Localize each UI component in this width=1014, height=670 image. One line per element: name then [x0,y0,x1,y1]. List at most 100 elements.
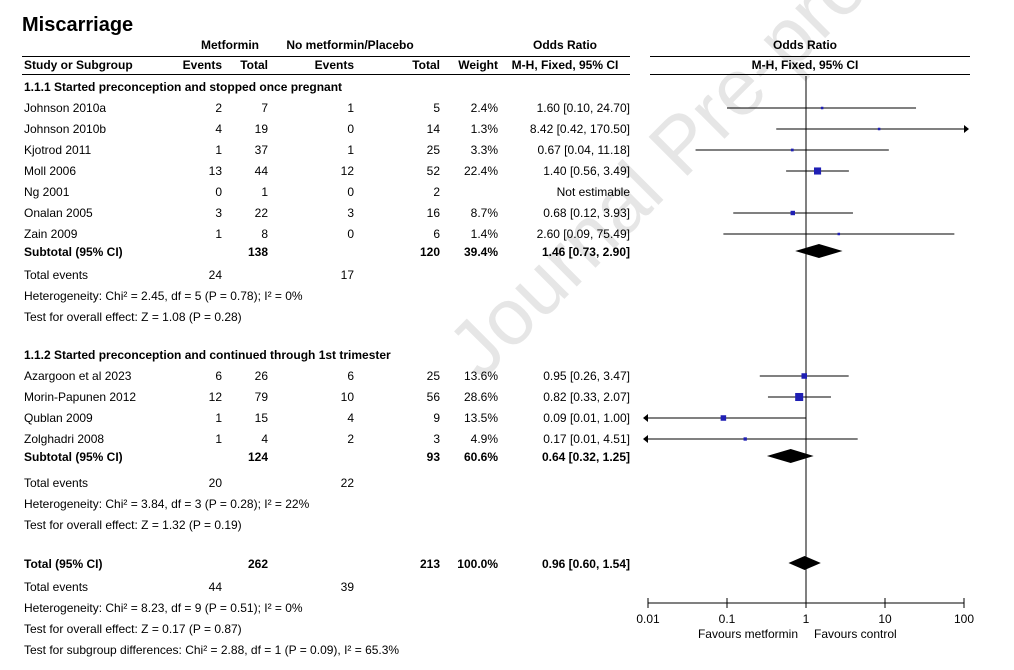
events-control: 2 [347,432,354,446]
study-label: Azargoon et al 2023 [24,369,132,383]
weight: 4.9% [470,432,498,446]
x-tick-label: 0.01 [636,612,660,626]
study-point [877,127,881,131]
events-control: 0 [347,122,354,136]
header-total2: Total [412,58,440,72]
total-control: 9 [433,411,440,425]
weight: 2.4% [470,101,498,115]
header-events2: Events [314,58,354,72]
note-label: Test for subgroup differences: Chi² = 2.… [24,643,400,657]
events-control: 1 [347,101,354,115]
total-metformin: 262 [247,557,268,571]
events-control: 17 [340,268,354,282]
weight: 60.6% [463,450,498,464]
header-events1: Events [182,58,222,72]
events-control: 0 [347,227,354,241]
subgroup-label: 1.1.2 Started preconception and continue… [24,348,391,362]
total-control: 5 [433,101,440,115]
study-label: Johnson 2010b [24,122,107,136]
odds-ratio-ci: 0.17 [0.01, 4.51] [543,432,630,446]
total-control: 120 [419,245,440,259]
total-metformin: 8 [261,227,268,241]
study-point [790,148,794,152]
events-metformin: 1 [215,227,222,241]
ci-arrow-left [643,414,648,422]
total-control: 25 [426,369,440,383]
summary-diamond [788,556,821,570]
header-group1: Metformin [201,38,259,52]
study-label: Zain 2009 [24,227,78,241]
header-or-label: Odds Ratio [532,38,597,52]
events-metformin: 1 [215,143,222,157]
total-control: 6 [433,227,440,241]
note-label: Heterogeneity: Chi² = 2.45, df = 5 (P = … [24,289,303,303]
events-control: 39 [340,580,354,594]
study-point [837,232,841,236]
header-weight: Weight [458,58,498,72]
x-tick-label: 100 [954,612,974,626]
x-tick-label: 0.1 [719,612,736,626]
weight: 1.3% [470,122,498,136]
events-metformin: 2 [215,101,222,115]
study-point [801,373,808,379]
weight: 1.4% [470,227,498,241]
total-control: 25 [426,143,440,157]
subgroup-label: 1.1.1 Started preconception and stopped … [24,80,343,94]
subtotal-label: Subtotal (95% CI) [24,450,123,464]
study-label: Kjotrod 2011 [24,143,92,157]
study-point [743,437,747,441]
study-point [790,210,795,216]
note-label: Heterogeneity: Chi² = 3.84, df = 3 (P = … [24,497,310,511]
x-tick-label: 1 [803,612,810,626]
study-label: Onalan 2005 [24,206,93,220]
odds-ratio-ci: 0.96 [0.60, 1.54] [541,557,630,571]
header-plot-method: M-H, Fixed, 95% CI [751,58,859,72]
weight: 28.6% [463,390,498,404]
summary-diamond [795,244,843,258]
ci-arrow-right [964,125,969,133]
study-point [813,167,822,175]
study-label: Qublan 2009 [24,411,93,425]
events-metformin: 12 [208,390,222,404]
weight: 3.3% [470,143,498,157]
odds-ratio-ci: 0.64 [0.32, 1.25] [541,450,630,464]
total-control: 2 [433,185,440,199]
odds-ratio-ci: 1.46 [0.73, 2.90] [541,245,630,259]
events-metformin: 6 [215,369,222,383]
events-control: 10 [340,390,354,404]
header-rule-bottom [22,74,630,75]
events-control: 4 [347,411,354,425]
events-metformin: 24 [208,268,222,282]
total-control: 3 [433,432,440,446]
header-study: Study or Subgroup [24,58,133,72]
study-label: Moll 2006 [24,164,77,178]
odds-ratio-ci: 0.82 [0.33, 2.07] [543,390,630,404]
total-metformin: 15 [254,411,268,425]
header-rule-bottom-plot [650,74,970,75]
total-metformin: 37 [254,143,268,157]
events-metformin: 0 [215,185,222,199]
study-point [820,106,824,110]
odds-ratio-ci: 0.09 [0.01, 1.00] [543,411,630,425]
subtotal-label: Subtotal (95% CI) [24,245,123,259]
events-control: 6 [347,369,354,383]
note-label: Test for overall effect: Z = 1.32 (P = 0… [24,518,242,532]
events-metformin: 3 [215,206,222,220]
events-label: Total events [24,580,89,594]
ci-arrow-left [643,435,648,443]
weight: 13.6% [463,369,498,383]
study-label: Zolghadri 2008 [24,432,105,446]
total-metformin: 138 [247,245,268,259]
events-metformin: 1 [215,411,222,425]
total-metformin: 79 [254,390,268,404]
study-point [795,392,804,402]
odds-ratio-ci: 1.40 [0.56, 3.49] [543,164,630,178]
total-metformin: 1 [261,185,268,199]
header-or-method: M-H, Fixed, 95% CI [511,58,619,72]
odds-ratio-ci: 0.95 [0.26, 3.47] [543,369,630,383]
weight: 100.0% [457,557,498,571]
events-label: Total events [24,476,89,490]
favours-left-label: Favours metformin [698,627,798,641]
header-total1: Total [240,58,268,72]
